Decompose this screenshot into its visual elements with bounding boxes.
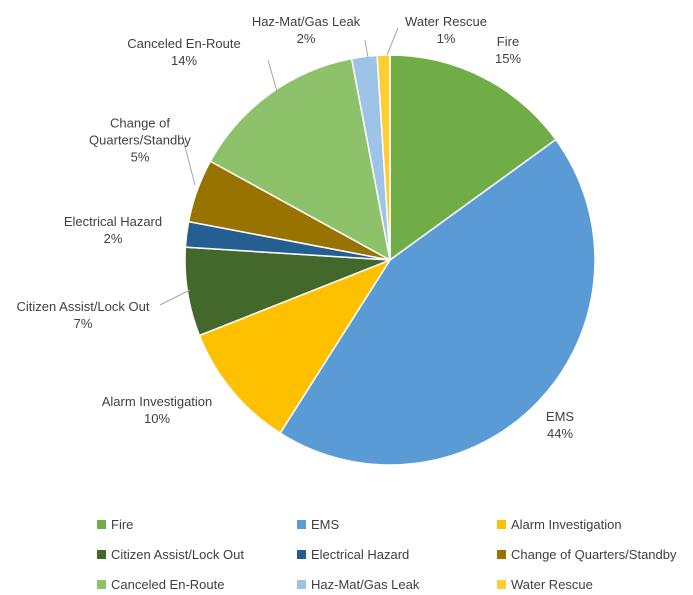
data-label: Haz-Mat/Gas Leak 2% <box>241 13 371 47</box>
label-value: 2% <box>103 231 123 246</box>
legend-swatch <box>97 580 106 589</box>
data-label: Fire 15% <box>468 33 548 67</box>
pie-slice <box>279 138 596 466</box>
label-value: 5% <box>130 149 150 165</box>
legend-swatch <box>297 550 306 559</box>
pie-slice <box>209 57 392 262</box>
label-name: Haz-Mat/Gas Leak <box>251 14 361 29</box>
label-name: Canceled En-Route <box>127 36 241 51</box>
label-value: 14% <box>170 53 198 68</box>
legend-label: Change of Quarters/Standby <box>511 547 677 562</box>
label-value: 10% <box>143 411 171 426</box>
legend-label: Fire <box>111 517 134 532</box>
label-name: Change of Quarters/Standby <box>89 115 191 148</box>
label-value: 2% <box>296 31 316 46</box>
legend-label: Citizen Assist/Lock Out <box>111 547 244 562</box>
legend-label: Electrical Hazard <box>311 547 410 562</box>
data-label: Change of Quarters/Standby 5% <box>78 115 203 166</box>
pie-slice <box>376 54 391 261</box>
pie-slice <box>198 258 392 435</box>
legend-label: Water Rescue <box>511 577 593 592</box>
label-name: Electrical Hazard <box>63 214 163 229</box>
data-label: Canceled En-Route 14% <box>109 35 259 69</box>
legend-swatch <box>297 580 306 589</box>
legend-label: Canceled En-Route <box>111 577 225 592</box>
legend-swatch <box>97 550 106 559</box>
label-name: Citizen Assist/Lock Out <box>16 299 150 314</box>
label-value: 44% <box>546 426 574 441</box>
legend-label: Alarm Investigation <box>511 517 622 532</box>
leader-line <box>181 134 196 186</box>
label-name: EMS <box>545 409 575 424</box>
legend-label: Haz-Mat/Gas Leak <box>311 577 420 592</box>
label-value: 7% <box>73 316 93 331</box>
label-value: 15% <box>494 51 522 66</box>
data-label: Electrical Hazard 2% <box>43 213 183 247</box>
leader-line <box>267 59 279 96</box>
legend-swatch <box>497 580 506 589</box>
data-label: Water Rescue 1% <box>391 13 501 47</box>
legend-swatch <box>497 550 506 559</box>
data-label: EMS 44% <box>530 408 590 442</box>
pie-slice <box>389 54 557 262</box>
label-name: Fire <box>496 34 520 49</box>
label-name: Water Rescue <box>405 14 487 29</box>
label-name: Alarm Investigation <box>101 394 213 409</box>
legend-swatch <box>297 520 306 529</box>
legend-label: EMS <box>311 517 340 532</box>
data-label: Citizen Assist/Lock Out 7% <box>0 298 168 332</box>
leader-line <box>386 27 399 56</box>
legend-swatch <box>97 520 106 529</box>
legend-swatch <box>497 520 506 529</box>
data-label: Alarm Investigation 10% <box>77 393 237 427</box>
leader-line <box>364 39 369 59</box>
label-value: 1% <box>436 31 456 46</box>
leader-line <box>159 289 191 306</box>
